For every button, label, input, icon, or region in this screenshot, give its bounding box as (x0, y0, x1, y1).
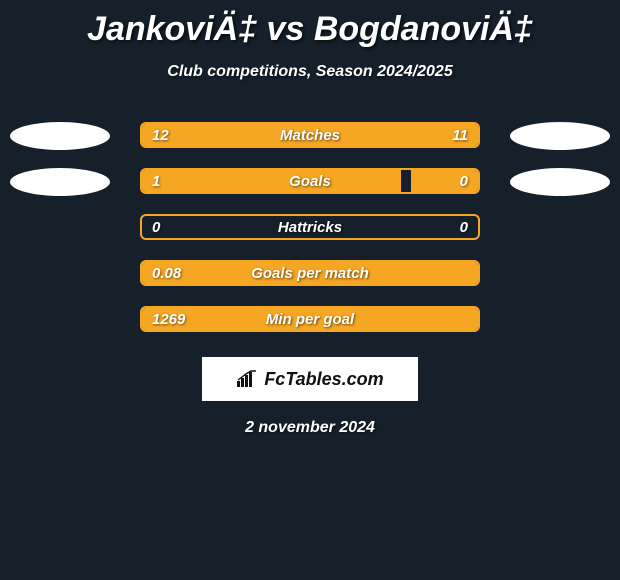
stat-metric-label: Min per goal (142, 308, 478, 330)
stat-rows: 12Matches111Goals00Hattricks00.08Goals p… (0, 115, 620, 345)
comparison-infographic: JankoviÄ‡ vs BogdanoviÄ‡ Club competitio… (0, 10, 620, 437)
page-subtitle: Club competitions, Season 2024/2025 (0, 63, 620, 81)
stat-row: 0Hattricks0 (0, 207, 620, 253)
snapshot-date: 2 november 2024 (0, 419, 620, 437)
stat-value-right: 0 (460, 216, 468, 238)
page-title: JankoviÄ‡ vs BogdanoviÄ‡ (0, 10, 620, 49)
stat-row: 12Matches11 (0, 115, 620, 161)
stat-metric-label: Goals (142, 170, 478, 192)
stat-metric-label: Goals per match (142, 262, 478, 284)
stat-bar: 1269Min per goal (140, 306, 480, 332)
brand-text: FcTables.com (264, 369, 383, 390)
brand-label: FcTables.com (236, 369, 383, 390)
bar-chart-icon (236, 370, 258, 388)
stat-value-right: 11 (452, 124, 468, 146)
player-right-marker (510, 168, 610, 196)
stat-bar: 1Goals0 (140, 168, 480, 194)
stat-row: 1269Min per goal (0, 299, 620, 345)
stat-bar: 0Hattricks0 (140, 214, 480, 240)
stat-bar: 0.08Goals per match (140, 260, 480, 286)
stat-metric-label: Hattricks (142, 216, 478, 238)
stat-bar: 12Matches11 (140, 122, 480, 148)
player-left-marker (10, 168, 110, 196)
stat-value-right: 0 (460, 170, 468, 192)
player-right-marker (510, 122, 610, 150)
player-left-marker (10, 122, 110, 150)
stat-row: 1Goals0 (0, 161, 620, 207)
stat-metric-label: Matches (142, 124, 478, 146)
stat-row: 0.08Goals per match (0, 253, 620, 299)
brand-badge: FcTables.com (202, 357, 418, 401)
